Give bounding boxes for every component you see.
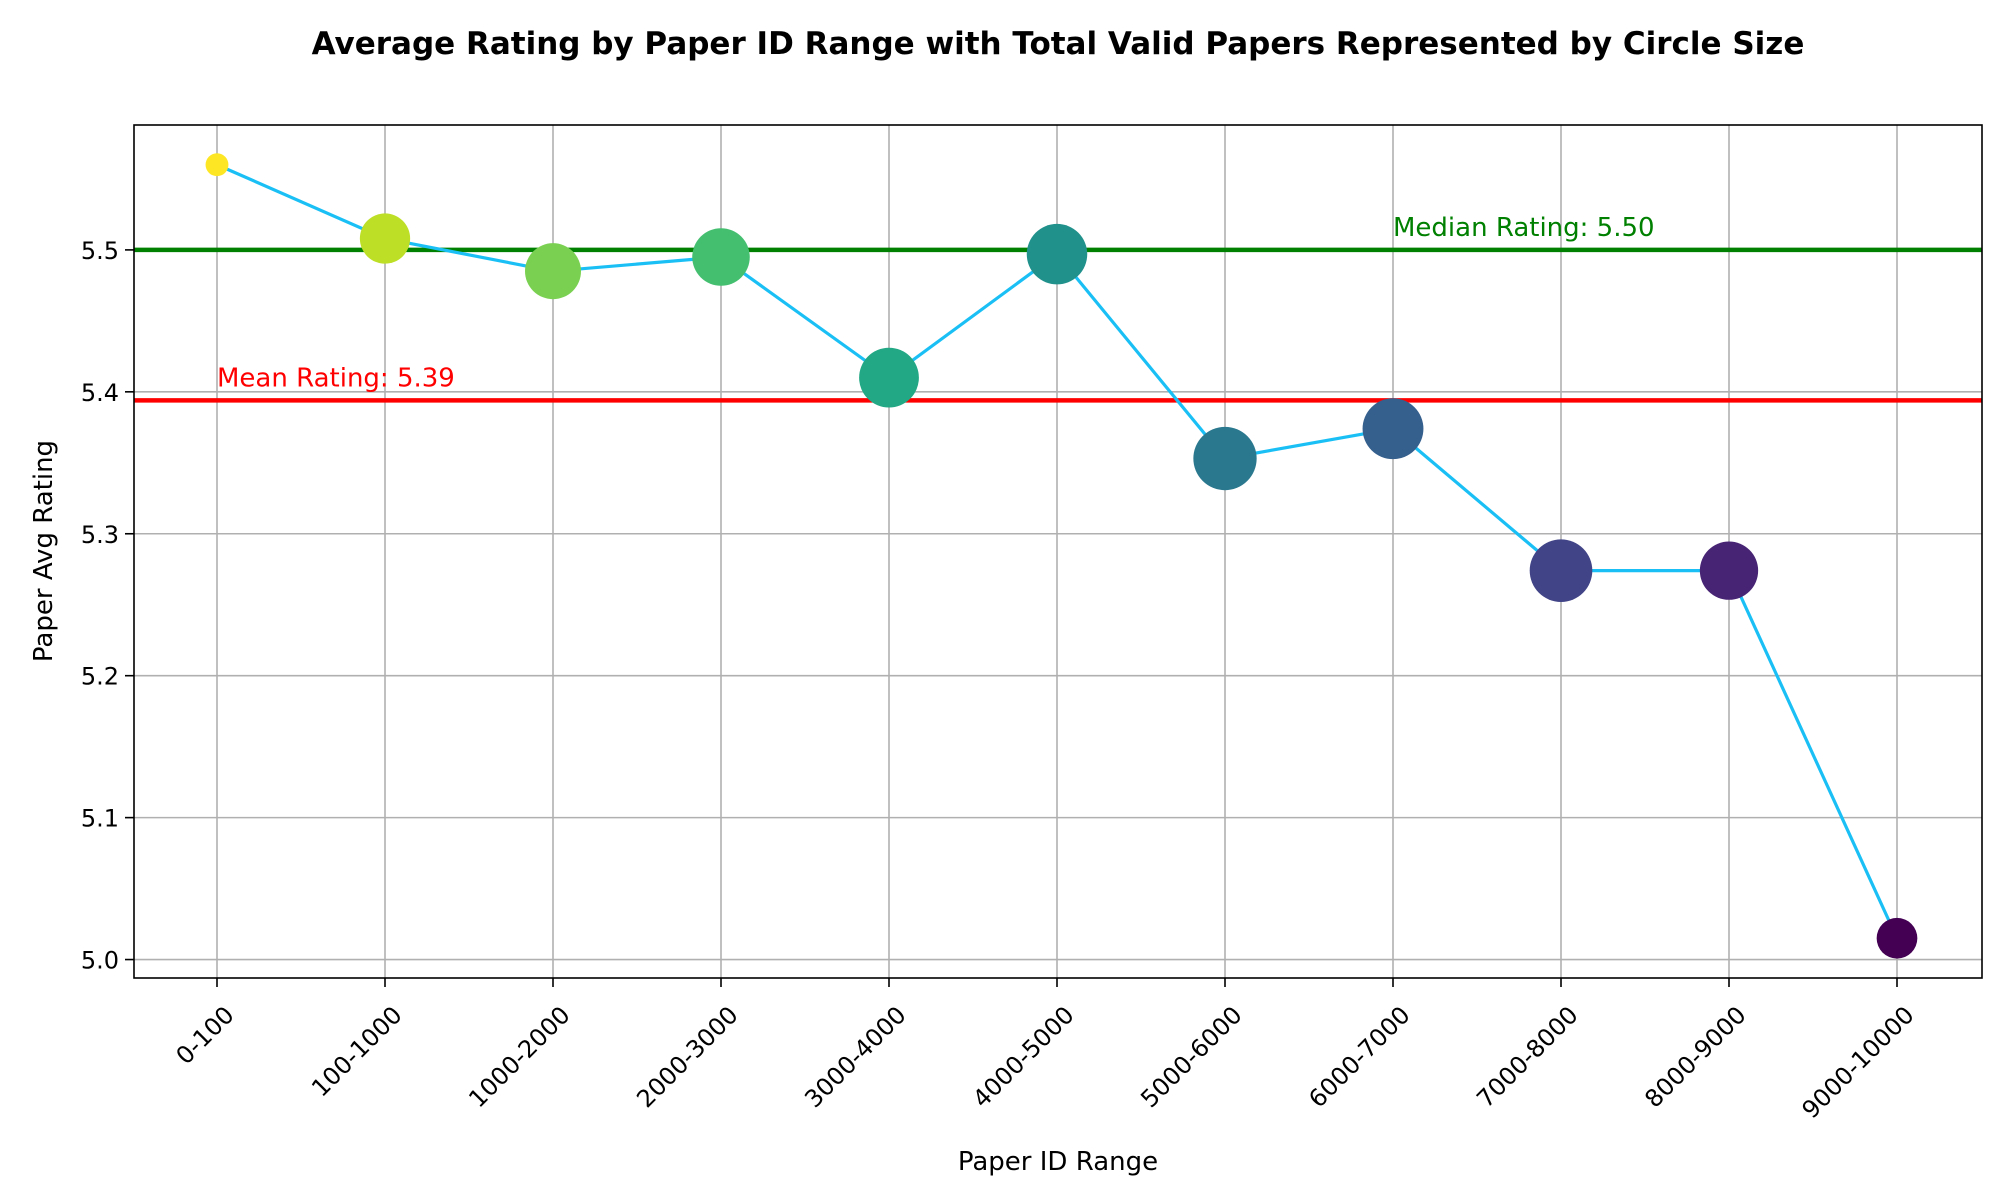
data-point: [1026, 223, 1088, 285]
y-tick-label: 5.0: [81, 947, 119, 975]
data-point: [1876, 917, 1918, 959]
data-series: [205, 153, 1918, 959]
x-tick-label: 5000-6000: [1135, 1001, 1247, 1113]
y-tick-label: 5.1: [81, 805, 119, 833]
x-tick-label: 0-100: [171, 1001, 240, 1070]
y-tick-label: 5.5: [81, 237, 119, 265]
y-tick-label: 5.4: [81, 379, 119, 407]
reference-line-label: Mean Rating: 5.39: [217, 363, 455, 393]
x-axis-label: Paper ID Range: [958, 1147, 1158, 1177]
x-tick-label: 9000-10000: [1797, 1001, 1920, 1124]
y-tick-label: 5.2: [81, 663, 119, 691]
data-point: [1193, 426, 1257, 491]
y-tick-label: 5.3: [81, 521, 119, 549]
data-point: [1699, 541, 1759, 600]
data-point: [1362, 398, 1424, 460]
x-tick-label: 1000-2000: [463, 1001, 575, 1113]
x-tick-label: 7000-8000: [1471, 1001, 1583, 1113]
data-point: [205, 153, 229, 177]
x-tick-label: 8000-9000: [1639, 1001, 1751, 1113]
data-point: [1529, 539, 1593, 602]
x-tick-label: 6000-7000: [1303, 1001, 1415, 1113]
x-tick-label: 2000-3000: [631, 1001, 743, 1113]
data-point: [524, 243, 582, 300]
y-axis-label: Paper Avg Rating: [29, 440, 59, 662]
data-point: [692, 228, 750, 286]
plot-frame: [133, 124, 1983, 979]
data-point: [859, 347, 919, 408]
x-tick-label: 4000-5000: [967, 1001, 1079, 1113]
reference-line-label: Median Rating: 5.50: [1393, 213, 1655, 243]
data-point: [359, 213, 411, 264]
x-tick-label: 3000-4000: [799, 1001, 911, 1113]
chart-title: Average Rating by Paper ID Range with To…: [312, 26, 1805, 62]
x-tick-label: 100-1000: [306, 1001, 408, 1103]
